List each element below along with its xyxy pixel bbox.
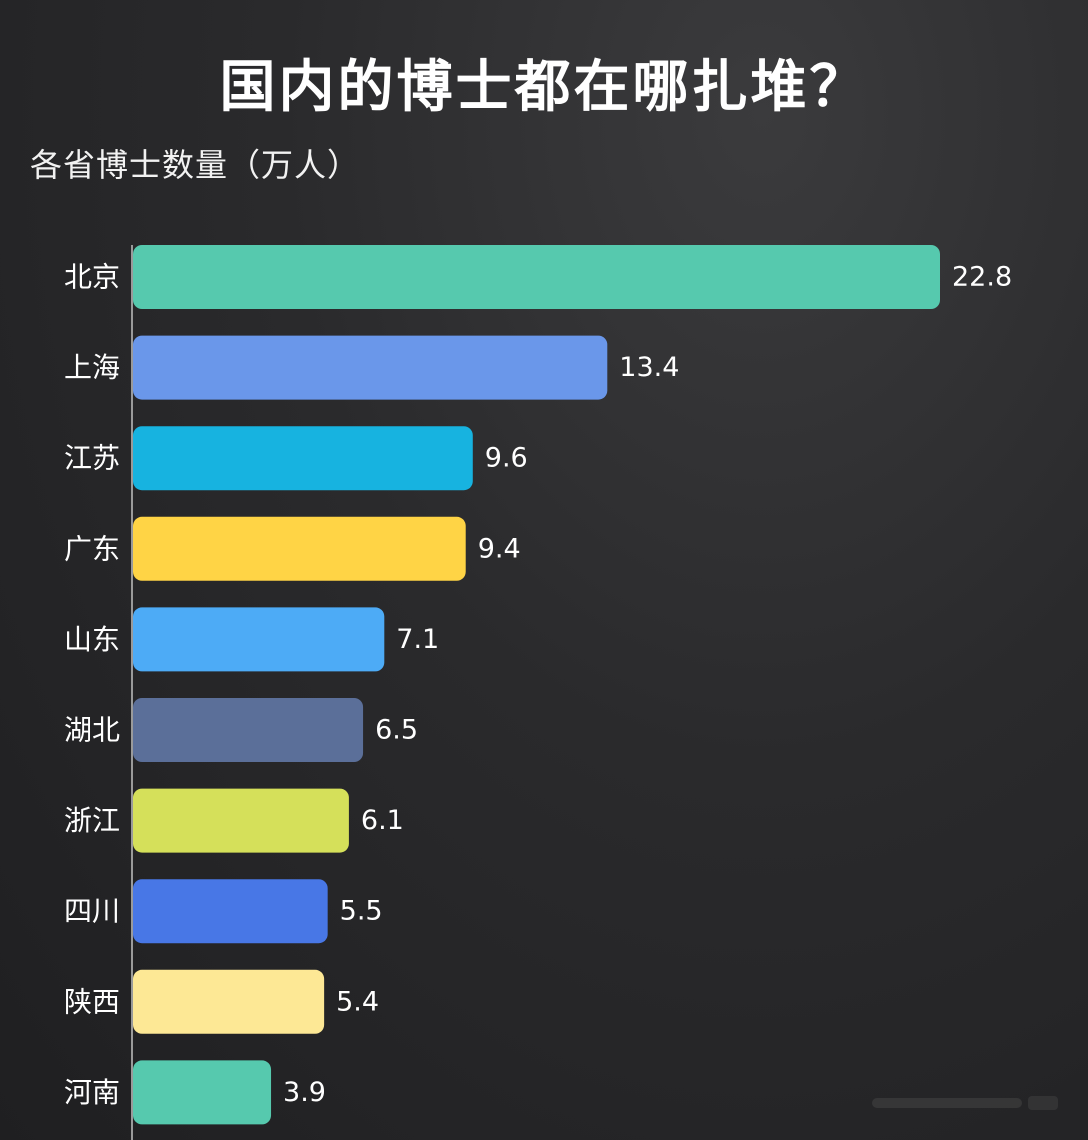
value-label: 22.8	[952, 262, 1012, 293]
category-label: 广东	[64, 532, 120, 565]
bar-3	[133, 516, 466, 581]
bar-9	[133, 1060, 272, 1125]
value-label: 7.1	[396, 624, 439, 655]
value-label: 5.4	[336, 986, 379, 1017]
category-label: 河南	[64, 1076, 120, 1109]
bar-5	[133, 698, 364, 762]
category-label: 上海	[64, 351, 120, 384]
value-label: 5.5	[340, 896, 383, 927]
bar-0	[133, 245, 940, 309]
value-label: 6.5	[375, 715, 418, 746]
bar-4	[133, 607, 385, 672]
bar-8	[133, 969, 325, 1034]
chart-subtitle: 各省博士数量（万人）	[30, 146, 361, 184]
category-label: 湖北	[64, 714, 120, 747]
category-label: 浙江	[64, 804, 120, 837]
category-label: 北京	[64, 261, 120, 294]
bar-2	[133, 426, 473, 491]
value-label: 9.6	[485, 443, 528, 474]
value-label: 3.9	[283, 1077, 326, 1108]
value-label: 9.4	[478, 533, 521, 564]
bars-group: 北京 22.8 上海 13.4 江苏 9.6 广东 9.4 山东 7.1 湖北 6.5 浙江 6.1 四川 5…	[64, 245, 1012, 1125]
category-label: 四川	[64, 895, 120, 928]
bar-7	[133, 879, 328, 944]
category-label: 江苏	[64, 442, 120, 475]
bar-6	[133, 788, 349, 853]
bar-1	[133, 335, 608, 400]
category-label: 陕西	[64, 985, 120, 1018]
category-label: 山东	[64, 623, 120, 656]
chart-title: 国内的博士都在哪扎堆？	[219, 55, 869, 120]
watermark	[872, 1096, 1058, 1110]
value-label: 6.1	[361, 805, 404, 836]
value-label: 13.4	[619, 352, 679, 383]
